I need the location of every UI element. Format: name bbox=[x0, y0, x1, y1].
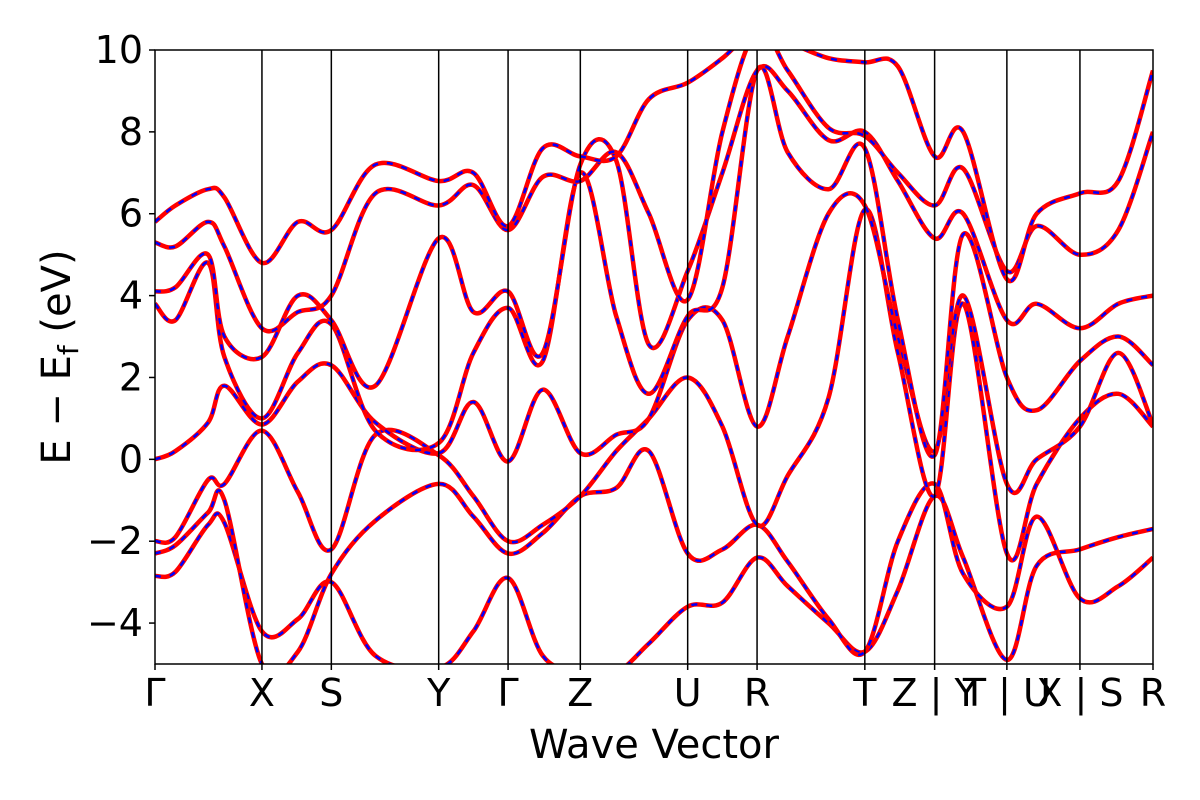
x-tick-label: Y bbox=[426, 671, 451, 715]
band-line-dashed-7 bbox=[155, 50, 1153, 333]
y-axis-title: E − Ef (eV) bbox=[34, 249, 85, 464]
x-tick-label: Z bbox=[567, 671, 593, 715]
x-tick-label: T bbox=[852, 671, 877, 715]
x-tick-label: S bbox=[319, 671, 343, 715]
x-tick-label: R bbox=[1140, 671, 1166, 715]
band-lines-group bbox=[155, 50, 1153, 664]
y-tick-label: −4 bbox=[87, 601, 143, 645]
y-tick-label: 10 bbox=[95, 28, 143, 72]
x-tick-label: X | S bbox=[1036, 671, 1123, 716]
x-tick-label: X bbox=[249, 671, 275, 715]
y-tick-label: 2 bbox=[119, 355, 143, 399]
band-line-dashed-3 bbox=[155, 208, 1153, 562]
x-tick-label: Γ bbox=[144, 671, 165, 715]
x-axis-title: Wave Vector bbox=[529, 722, 780, 768]
plot-frame bbox=[154, 49, 1154, 665]
y-tick-label: 8 bbox=[119, 110, 143, 154]
y-tick-label: 6 bbox=[119, 192, 143, 236]
band-line-dashed-1 bbox=[155, 494, 1153, 664]
x-tick-label: R bbox=[744, 671, 770, 715]
band-line-dashed-8 bbox=[155, 50, 1153, 283]
band-line-2 bbox=[155, 446, 1153, 664]
y-tick-label: −2 bbox=[87, 519, 143, 563]
x-tick-label: Z | Y bbox=[892, 671, 979, 716]
high-symmetry-lines-group bbox=[261, 50, 1081, 664]
y-tick-label: 0 bbox=[119, 437, 143, 481]
y-tick-label: 4 bbox=[119, 274, 143, 318]
x-tick-label: U bbox=[674, 671, 702, 715]
band-line-5 bbox=[155, 64, 1153, 459]
y-axis-title-main: E − E bbox=[34, 355, 80, 465]
y-axis-title-unit: (eV) bbox=[34, 249, 80, 345]
band-line-dashed-4 bbox=[155, 192, 1153, 494]
band-line-dashed-6 bbox=[155, 65, 1153, 389]
y-axis-ticks: −4 −2 0 2 4 6 8 10 bbox=[87, 28, 155, 645]
x-tick-label: Γ bbox=[497, 671, 518, 715]
y-axis-title-subscript: f bbox=[52, 344, 85, 355]
x-tick-label: T | U bbox=[962, 671, 1051, 716]
